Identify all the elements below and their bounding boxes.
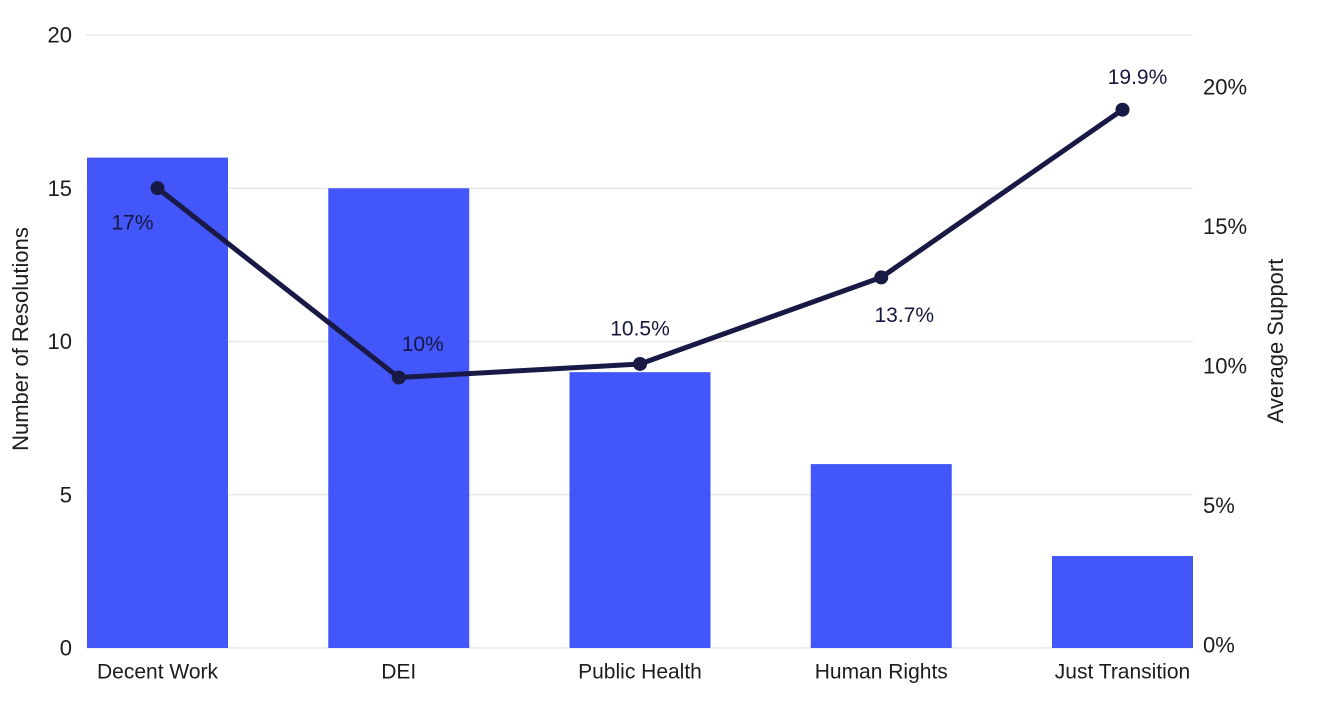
right-axis-tick: 0% bbox=[1203, 633, 1235, 658]
left-axis-tick: 15 bbox=[48, 176, 72, 201]
bar-human-rights[interactable] bbox=[810, 464, 952, 648]
left-axis-tick: 0 bbox=[60, 636, 72, 661]
x-axis-label-public-health: Public Health bbox=[578, 660, 702, 683]
x-axis-label-decent-work: Decent Work bbox=[97, 660, 218, 683]
right-axis-tick: 20% bbox=[1203, 75, 1247, 100]
bar-public-health[interactable] bbox=[569, 372, 711, 648]
right-axis-tick: 10% bbox=[1203, 354, 1247, 379]
line-point-just-transition[interactable] bbox=[1115, 102, 1130, 117]
line-point-label: 17% bbox=[111, 212, 153, 235]
line-point-dei[interactable] bbox=[391, 370, 406, 385]
right-axis-tick: 5% bbox=[1203, 493, 1235, 518]
line-point-public-health[interactable] bbox=[633, 356, 647, 371]
x-axis-label-dei: DEI bbox=[381, 660, 416, 683]
x-axis-label-just-transition: Just Transition bbox=[1055, 660, 1190, 683]
bar-just-transition[interactable] bbox=[1052, 556, 1193, 648]
right-axis-tick: 15% bbox=[1203, 214, 1247, 239]
x-axis-label-human-rights: Human Rights bbox=[815, 660, 948, 683]
bar-decent-work[interactable] bbox=[87, 157, 228, 648]
line-point-human-rights[interactable] bbox=[874, 270, 889, 285]
line-point-label: 10% bbox=[402, 333, 444, 356]
left-axis-tick: 5 bbox=[60, 482, 72, 507]
line-point-decent-work[interactable] bbox=[150, 181, 165, 196]
left-axis-tick: 10 bbox=[48, 329, 72, 354]
bar-dei[interactable] bbox=[328, 188, 470, 648]
line-point-label: 19.9% bbox=[1108, 66, 1168, 89]
left-axis-tick: 20 bbox=[48, 23, 72, 48]
line-point-label: 13.7% bbox=[874, 304, 934, 327]
line-point-label: 10.5% bbox=[610, 317, 670, 340]
